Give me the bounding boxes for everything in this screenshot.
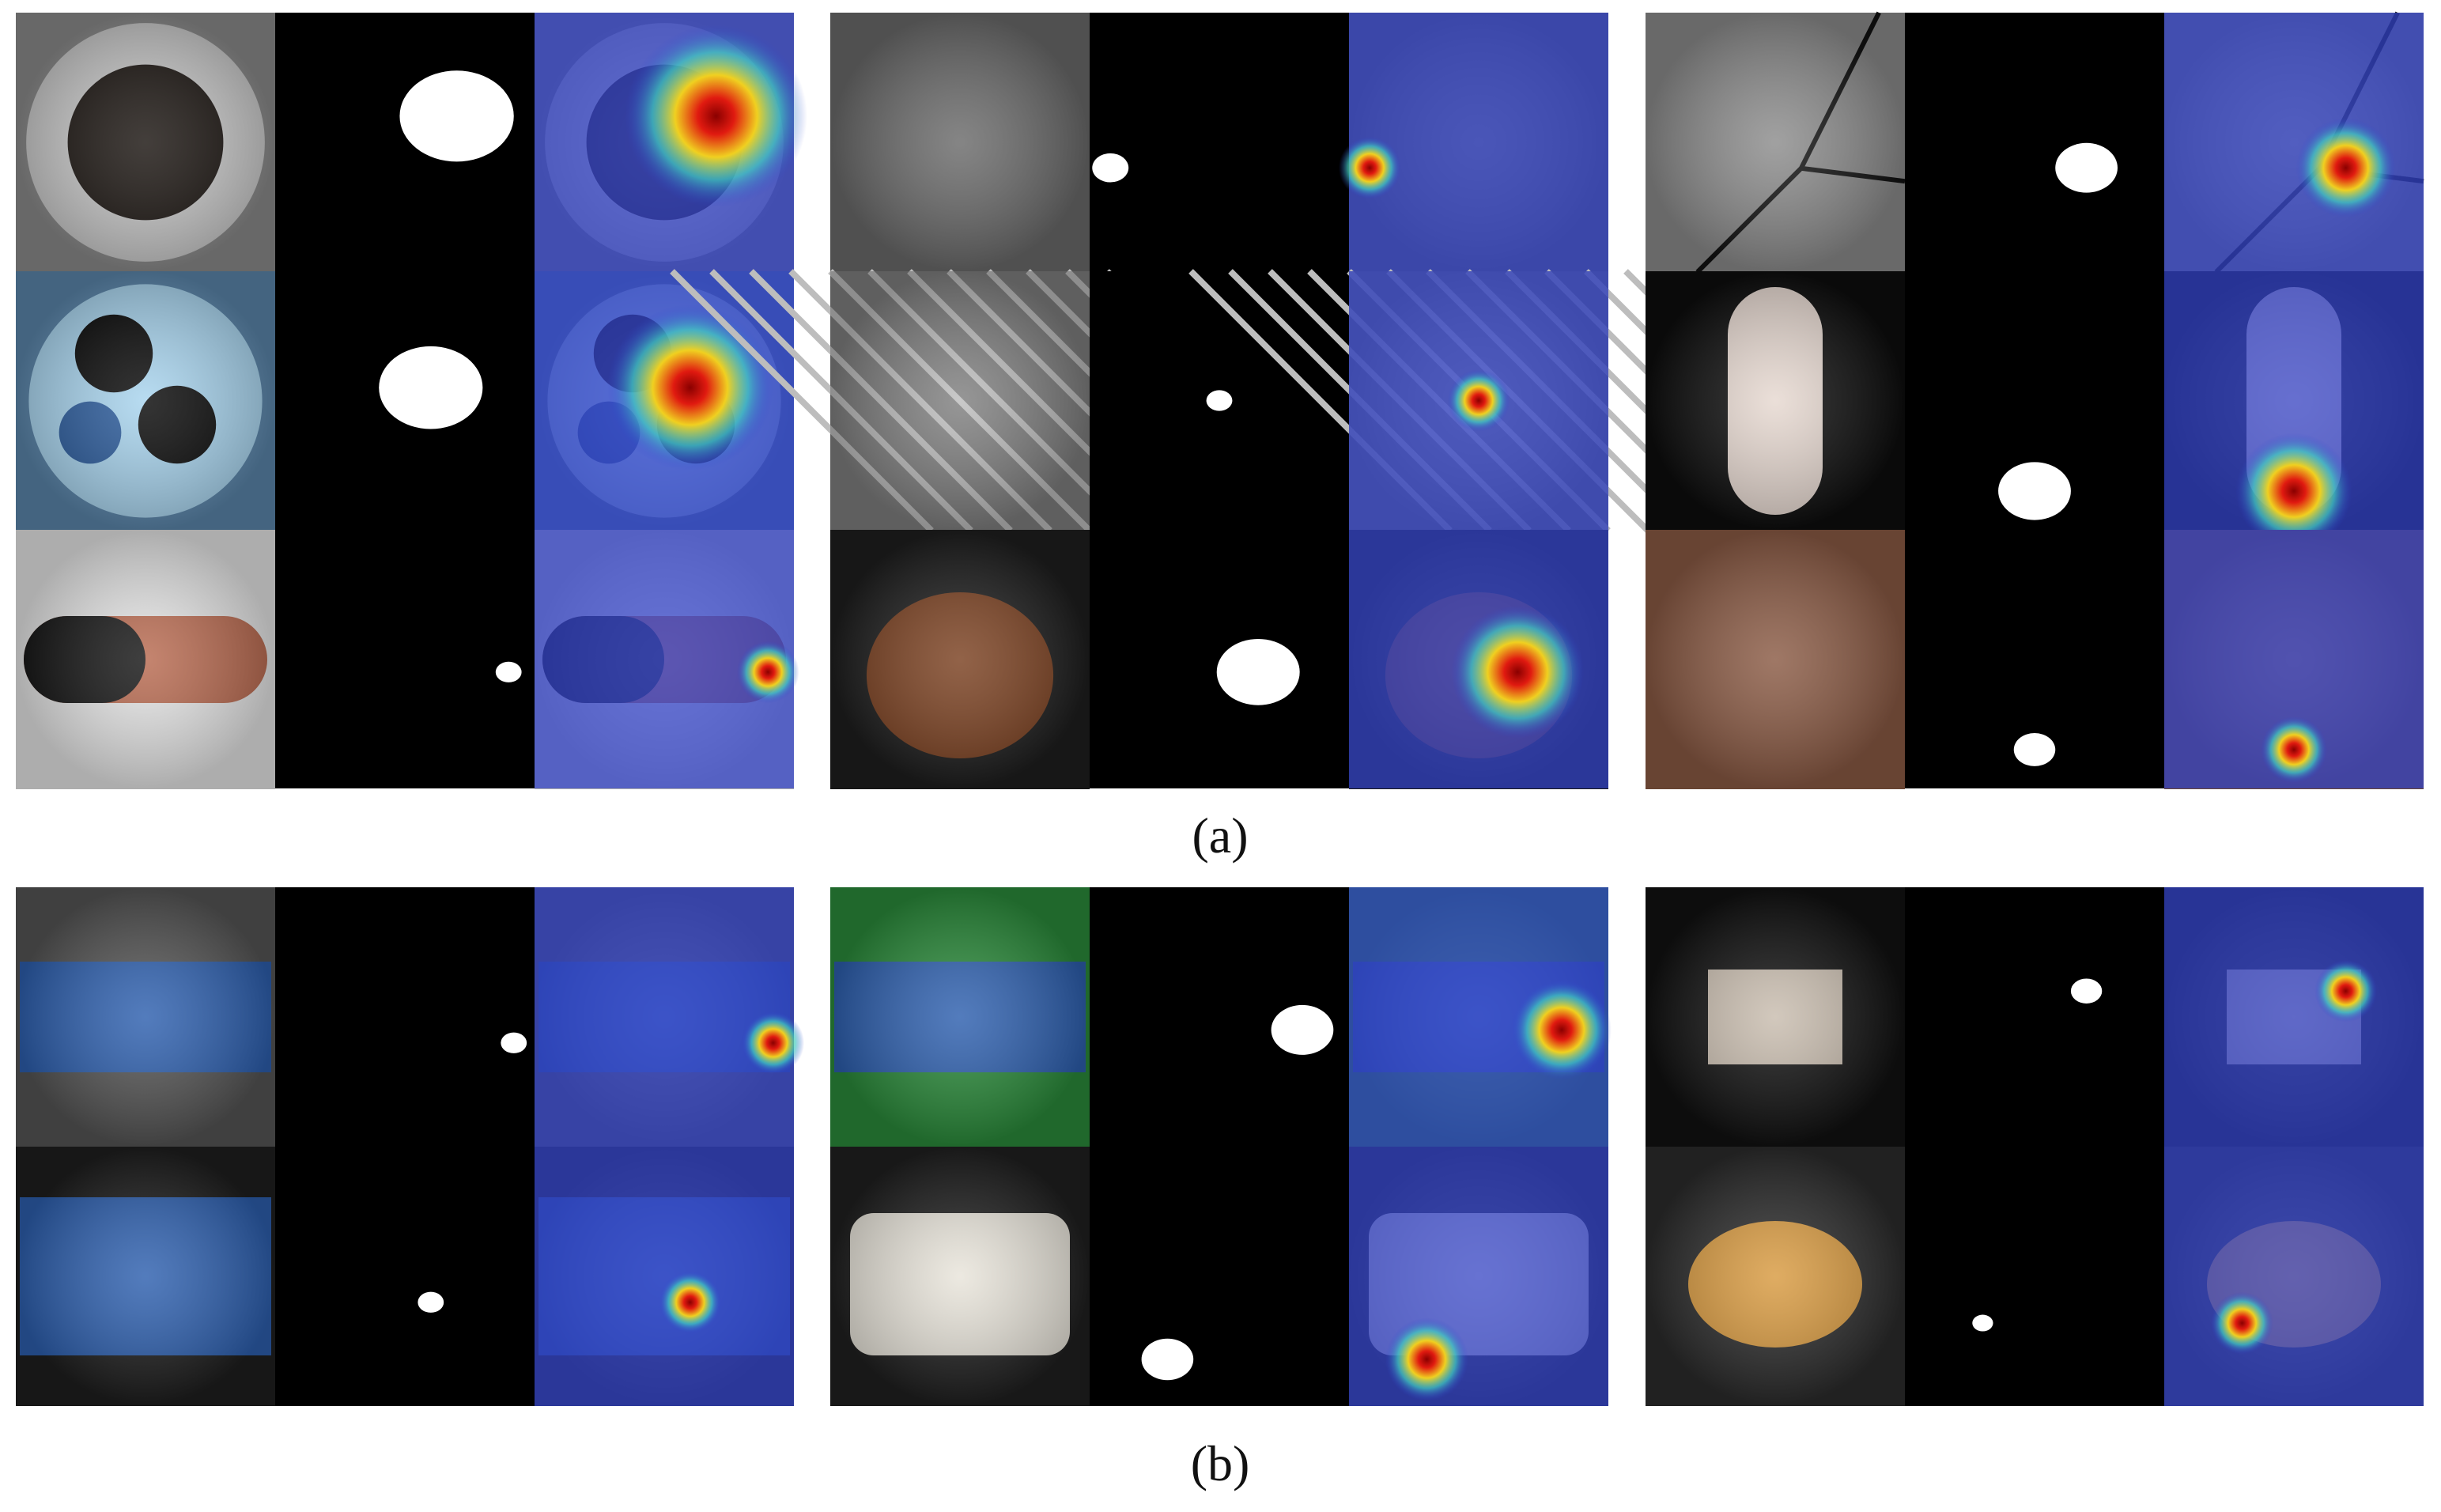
heatmap-hotspot — [2235, 433, 2352, 550]
heatmap-base — [535, 1147, 794, 1406]
photo-shade — [16, 887, 275, 1147]
photo-shade — [830, 530, 1090, 789]
panel-label: (b) — [1191, 1435, 1250, 1491]
heatmap-hotspot — [1511, 980, 1612, 1080]
heatmap-base — [1349, 13, 1608, 271]
heatmap-hotspot — [736, 641, 799, 704]
photo-shade — [830, 1147, 1090, 1406]
photo-shade — [1646, 13, 1905, 272]
heatmap-hotspot — [742, 1011, 805, 1075]
heatmap-hotspot — [2211, 1291, 2273, 1355]
photo-shade — [1646, 271, 1905, 531]
photo-shade — [830, 13, 1090, 272]
mask-blob — [1972, 1314, 1993, 1332]
mask-blob — [418, 1291, 444, 1313]
photo-shade — [830, 271, 1090, 531]
mask-blob — [2013, 733, 2056, 766]
image-grid — [16, 11, 2424, 1406]
mask — [1905, 13, 2164, 271]
heatmap-hotspot — [1338, 136, 1401, 199]
heatmap-hotspot — [659, 1271, 722, 1334]
mask-blob — [1998, 462, 2071, 520]
heatmap-hotspot — [1447, 369, 1510, 432]
heatmap-hotspot — [1385, 1317, 1468, 1401]
mask — [1905, 1147, 2164, 1406]
heatmap-hotspot — [2314, 959, 2377, 1022]
heatmap-base — [535, 887, 794, 1147]
heatmap-hotspot — [2261, 716, 2327, 783]
photo-shade — [16, 271, 275, 531]
mask-blob — [495, 661, 522, 682]
photo-shade — [16, 530, 275, 789]
mask-blob — [2055, 142, 2118, 193]
mask — [275, 887, 535, 1147]
heatmap-hotspot — [1451, 605, 1585, 739]
mask — [275, 1147, 535, 1406]
heatmap-hotspot — [606, 304, 773, 471]
mask-blob — [379, 346, 483, 429]
mask-blob — [2070, 978, 2103, 1004]
photo-shade — [830, 887, 1090, 1147]
mask-blob — [399, 70, 514, 162]
mask — [1905, 887, 2164, 1147]
mask — [1090, 530, 1349, 788]
heatmap-base — [2164, 887, 2424, 1147]
photo-shade — [16, 13, 275, 272]
panel-label: (a) — [1192, 807, 1248, 864]
photo-shade — [1646, 887, 1905, 1147]
mask-blob — [1092, 153, 1129, 183]
heatmap-hotspot — [2296, 118, 2396, 218]
mask-blob — [1271, 1004, 1334, 1055]
mask — [1090, 1147, 1349, 1406]
heatmap-base — [2164, 1147, 2424, 1406]
mask-blob — [1216, 638, 1300, 705]
mask-blob — [1206, 390, 1233, 411]
mask — [1090, 13, 1349, 271]
photo-shade — [1646, 530, 1905, 789]
mask-blob — [501, 1032, 527, 1053]
heatmap-hotspot — [625, 25, 808, 208]
photo-shade — [1646, 1147, 1905, 1406]
mask-blob — [1141, 1338, 1194, 1381]
mask — [275, 530, 535, 788]
photo-shade — [16, 1147, 275, 1406]
